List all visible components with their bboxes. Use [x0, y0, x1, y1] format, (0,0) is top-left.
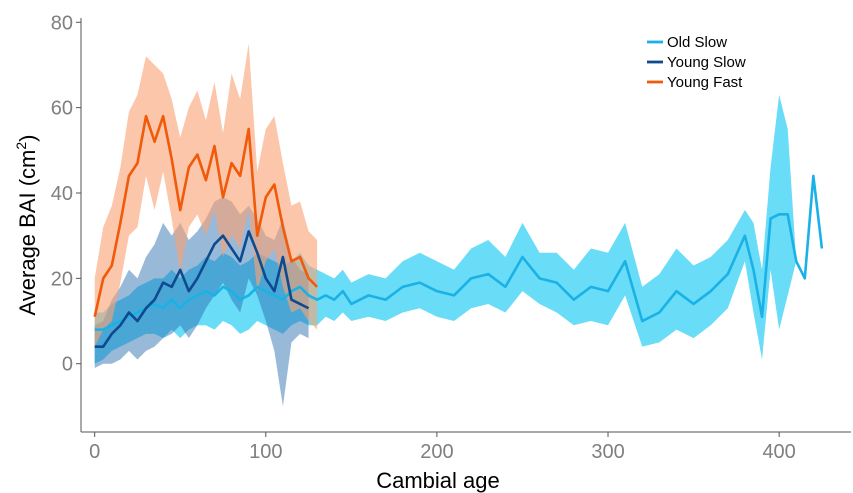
x-tick-label: 400: [762, 441, 795, 463]
series-lines: [93, 114, 824, 348]
x-tick-label: 0: [89, 441, 100, 463]
y-tick-label: 40: [51, 183, 73, 205]
x-ticks: 0 100 200 300 400: [89, 432, 796, 463]
y-tick-label: 80: [51, 12, 73, 34]
young-slow-line: [94, 230, 310, 348]
y-axis-title: Average BAI (cm2): [13, 134, 40, 315]
legend-label-old-slow: Old Slow: [667, 34, 727, 51]
x-axis-title: Cambial age: [376, 468, 500, 493]
axes: [80, 18, 851, 433]
y-axis-title-close: ): [15, 134, 40, 141]
x-tick-label: 200: [420, 441, 453, 463]
x-tick-label: 300: [591, 441, 624, 463]
y-tick-label: 60: [51, 98, 73, 120]
y-ticks: 0 20 40 60 80: [51, 12, 81, 376]
x-tick-label: 100: [249, 441, 282, 463]
y-tick-label: 0: [62, 354, 73, 376]
y-tick-label: 20: [51, 268, 73, 290]
legend: Old Slow Young Slow Young Fast: [647, 34, 746, 91]
legend-label-young-fast: Young Fast: [667, 74, 743, 91]
young-fast-band: [94, 43, 318, 347]
y-axis-title-superscript: 2: [13, 142, 29, 150]
old-slow-line: [94, 174, 824, 331]
confidence-bands: [94, 43, 822, 407]
young-fast-line: [93, 114, 319, 318]
legend-label-young-slow: Young Slow: [667, 54, 746, 71]
y-axis-title-main: Average BAI (cm: [15, 150, 40, 316]
